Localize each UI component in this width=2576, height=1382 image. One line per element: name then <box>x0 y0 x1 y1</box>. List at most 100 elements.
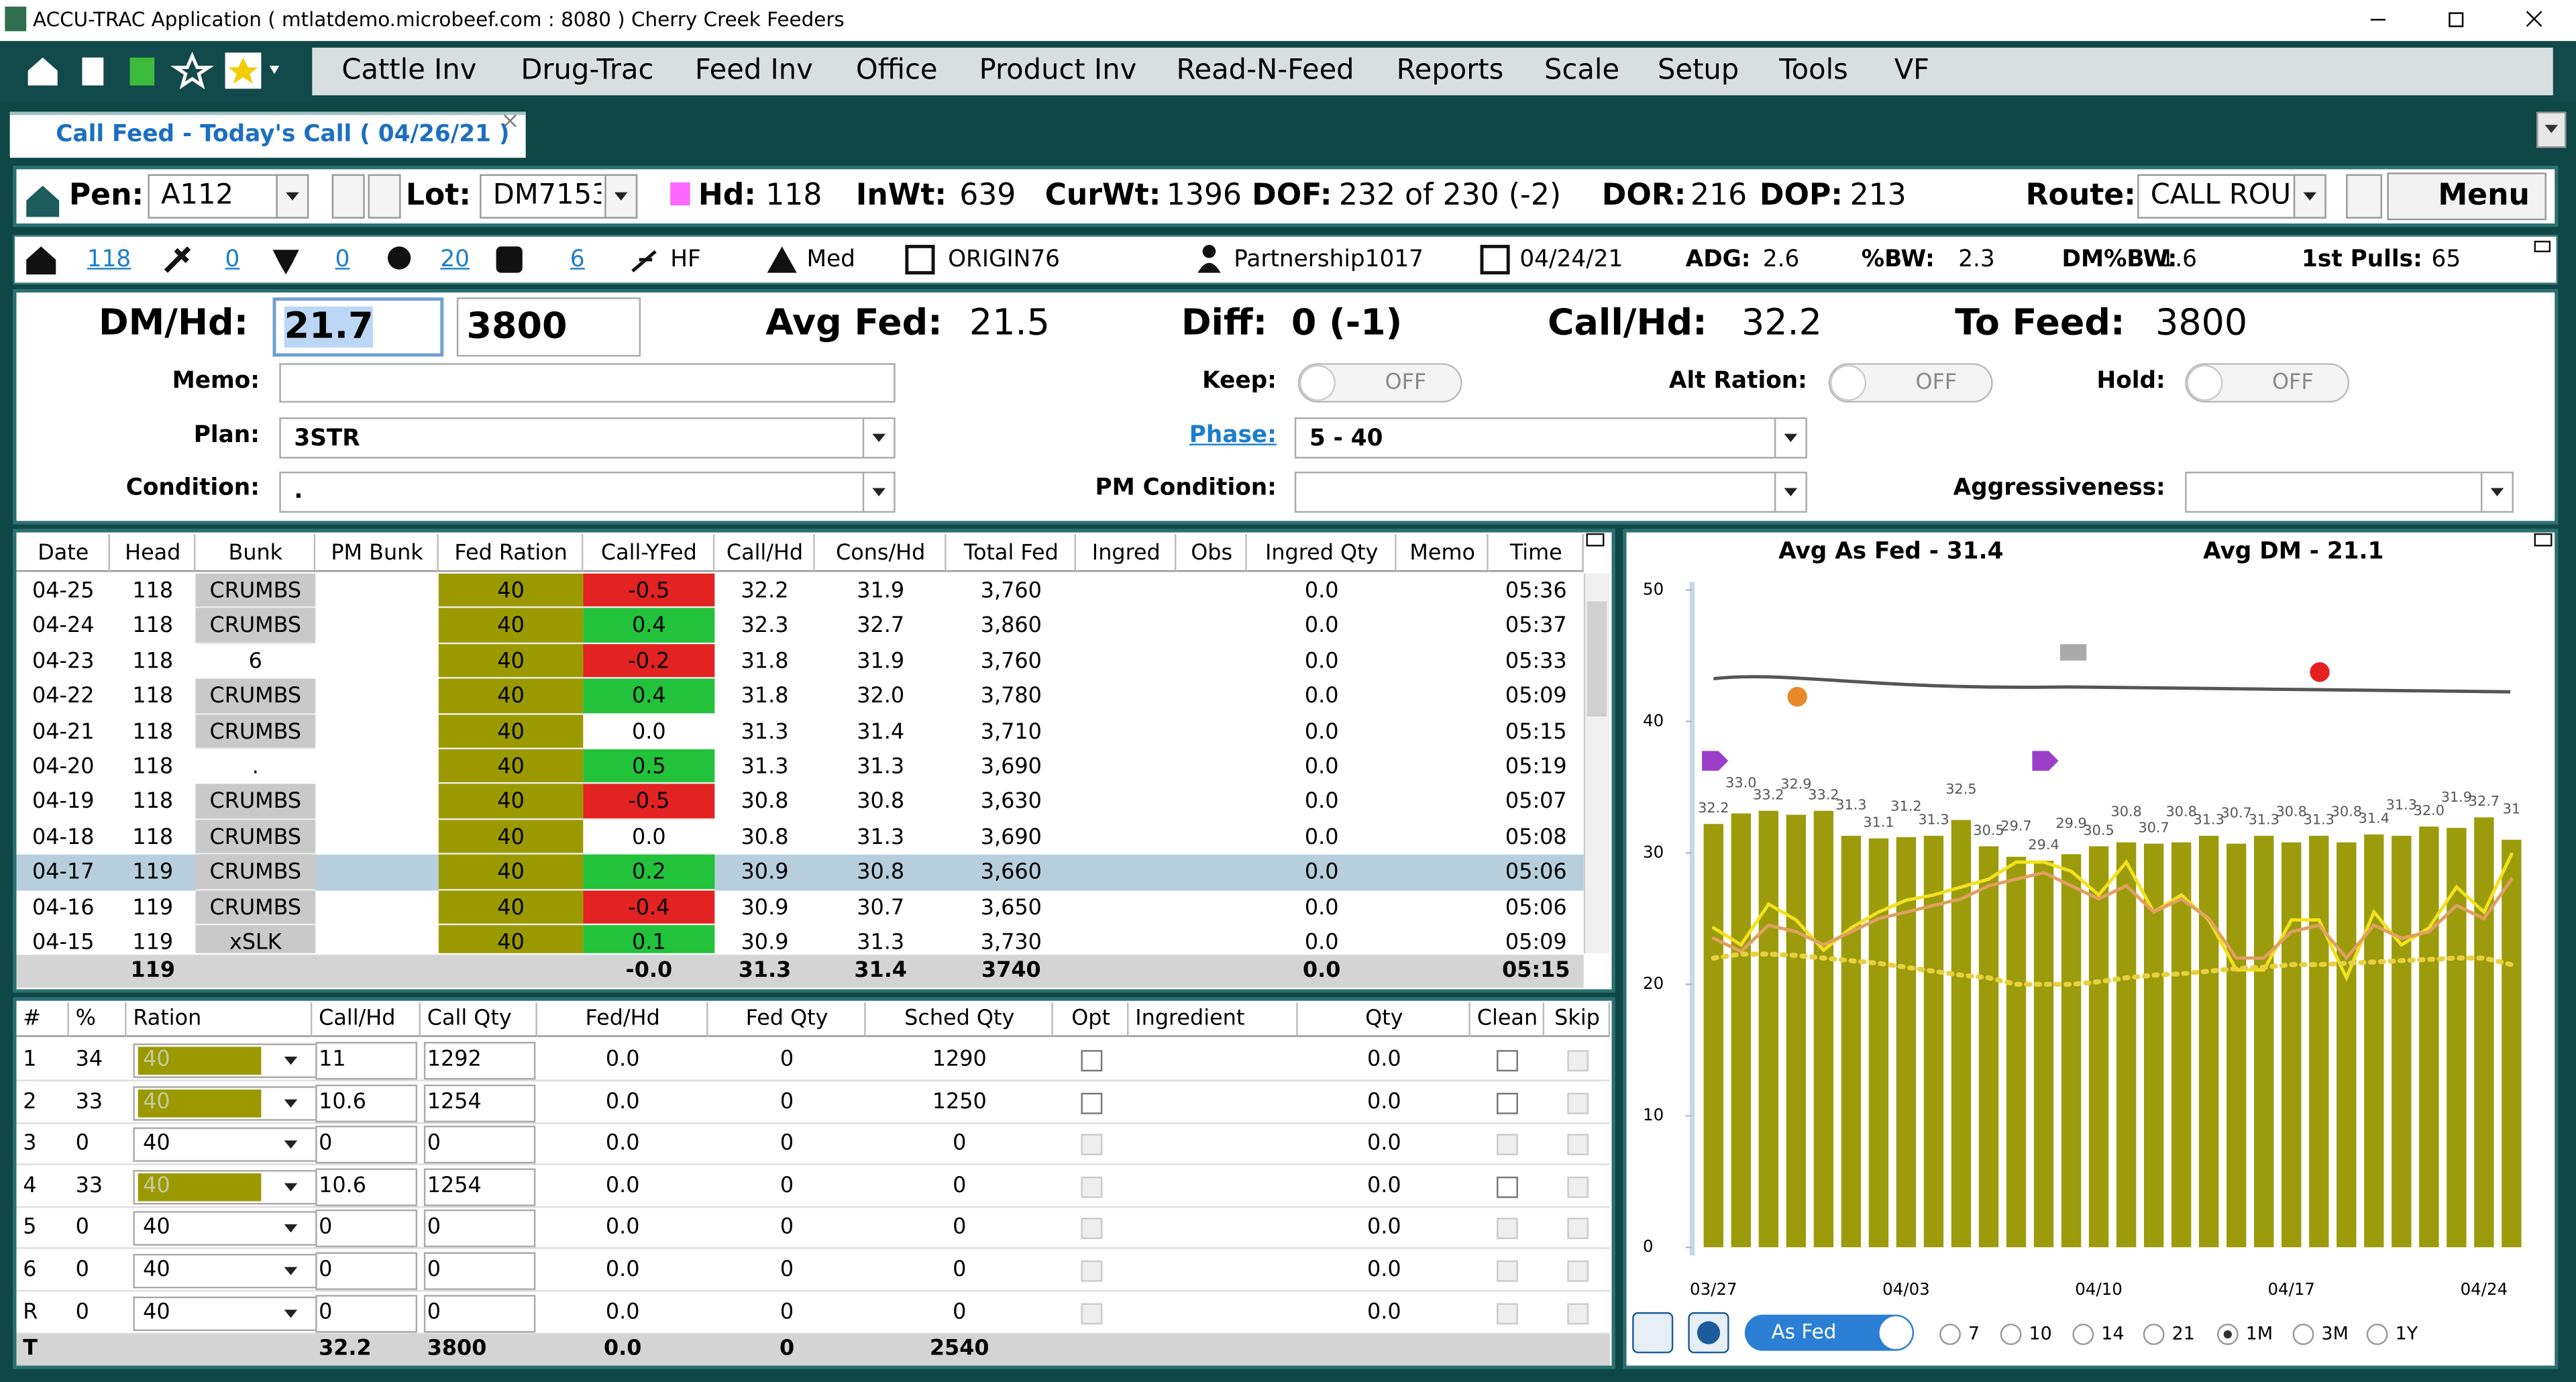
info-link[interactable]: 118 <box>87 246 131 273</box>
ration-select[interactable] <box>133 1127 317 1163</box>
input[interactable] <box>315 1252 418 1290</box>
menu-item[interactable]: Setup <box>1658 54 1739 87</box>
filter-button[interactable] <box>2346 174 2383 219</box>
input[interactable] <box>423 1126 536 1164</box>
select[interactable] <box>279 472 896 513</box>
checkbox[interactable] <box>1497 1260 1518 1282</box>
checkbox[interactable] <box>1567 1302 1589 1324</box>
input[interactable] <box>423 1210 536 1248</box>
input[interactable] <box>423 1168 536 1206</box>
checkbox[interactable] <box>1567 1050 1589 1072</box>
select[interactable] <box>2185 472 2514 513</box>
range-radio[interactable] <box>2000 1324 2022 1345</box>
nav-next[interactable] <box>368 174 401 219</box>
menu-item[interactable]: Scale <box>1544 54 1620 87</box>
checkbox[interactable] <box>1081 1134 1103 1156</box>
range-label: 10 <box>2029 1323 2052 1344</box>
cell: 11 <box>319 1047 346 1073</box>
checkbox[interactable] <box>1567 1176 1589 1198</box>
range-radio[interactable] <box>2366 1324 2388 1345</box>
list-button[interactable] <box>1632 1312 1674 1354</box>
as-fed-toggle[interactable] <box>1744 1314 1915 1351</box>
memo-input[interactable] <box>279 363 896 403</box>
checkbox[interactable] <box>1081 1092 1103 1114</box>
cell: CRUMBS <box>209 896 302 920</box>
input[interactable] <box>423 1083 536 1122</box>
x-tick-label: 04/24 <box>2461 1279 2508 1299</box>
menu-button[interactable] <box>2387 172 2546 221</box>
cell: 10.6 <box>319 1173 367 1199</box>
info-link[interactable]: 6 <box>570 246 585 273</box>
field-value: CALL ROUTE <box>2150 178 2290 212</box>
field-value: DM7153 <box>492 178 602 212</box>
checkbox[interactable] <box>1081 1260 1103 1282</box>
info-link[interactable]: 20 <box>440 246 470 273</box>
total-cell: 0.0 <box>603 1336 642 1362</box>
scroll-thumb[interactable] <box>1587 601 1607 716</box>
event-icon <box>2032 751 2059 771</box>
checkbox[interactable] <box>1497 1218 1518 1240</box>
dropdown[interactable] <box>276 174 309 219</box>
select[interactable] <box>1294 472 1807 513</box>
nav-prev[interactable] <box>331 174 365 219</box>
checkbox[interactable] <box>1081 1218 1103 1240</box>
column-header: Date <box>38 541 89 566</box>
input[interactable] <box>315 1168 418 1206</box>
select[interactable] <box>1294 417 1807 459</box>
menu-item[interactable]: Drug-Trac <box>521 54 654 87</box>
phase-label[interactable]: Phase: <box>1189 422 1277 449</box>
checkbox[interactable] <box>1081 1176 1103 1198</box>
range-radio[interactable] <box>1939 1324 1961 1345</box>
range-radio[interactable] <box>2143 1324 2165 1345</box>
checkbox[interactable] <box>1497 1050 1518 1072</box>
checkbox[interactable] <box>1497 1176 1518 1198</box>
header-cell <box>16 1002 69 1037</box>
checkbox[interactable] <box>1567 1134 1589 1156</box>
column-header: Ingred Qty <box>1265 541 1379 566</box>
menu-item[interactable]: Reports <box>1396 54 1504 87</box>
range-radio[interactable] <box>2072 1324 2094 1345</box>
input[interactable] <box>315 1126 418 1164</box>
cell: 3,710 <box>980 720 1042 745</box>
menu-item[interactable]: Product Inv <box>979 54 1137 87</box>
total-cell: 32.2 <box>319 1336 372 1362</box>
input[interactable] <box>315 1083 418 1122</box>
total-input[interactable] <box>456 297 641 357</box>
input[interactable] <box>315 1041 418 1080</box>
checkbox[interactable] <box>1081 1302 1103 1324</box>
input[interactable] <box>423 1294 536 1332</box>
menu-item[interactable]: Office <box>855 54 938 87</box>
dropdown-arrow <box>284 1057 298 1065</box>
cell: -0.2 <box>628 649 670 675</box>
info-link[interactable]: 0 <box>225 246 240 273</box>
input[interactable] <box>423 1041 536 1080</box>
menu-item[interactable]: VF <box>1894 54 1930 87</box>
row-line <box>16 1079 1611 1081</box>
checkbox[interactable] <box>1081 1050 1103 1072</box>
event-track <box>1713 675 2511 694</box>
checkbox[interactable] <box>1567 1092 1589 1114</box>
info-link[interactable]: 0 <box>335 246 350 273</box>
checkbox[interactable] <box>1567 1260 1589 1282</box>
menu-strip <box>312 48 2553 96</box>
checkbox[interactable] <box>1497 1302 1518 1324</box>
cell: 05:06 <box>1505 896 1567 920</box>
range-radio[interactable] <box>2292 1324 2314 1345</box>
input[interactable] <box>423 1252 536 1290</box>
tab[interactable] <box>9 111 526 158</box>
checkbox[interactable] <box>1497 1092 1518 1114</box>
cell: 0.1 <box>632 931 666 953</box>
tab-scroll[interactable] <box>2536 111 2567 148</box>
input[interactable] <box>315 1210 418 1248</box>
cell-bg <box>195 890 316 926</box>
input[interactable] <box>315 1294 418 1332</box>
cell: 0 <box>780 1047 794 1073</box>
menu-item[interactable]: Read-N-Feed <box>1176 54 1354 87</box>
menu-item[interactable]: Tools <box>1779 54 1848 87</box>
menu-item[interactable]: Feed Inv <box>694 54 813 87</box>
select[interactable] <box>279 417 896 459</box>
menu-item[interactable]: Cattle Inv <box>341 54 477 87</box>
checkbox[interactable] <box>1567 1218 1589 1240</box>
checkbox[interactable] <box>1497 1134 1518 1156</box>
